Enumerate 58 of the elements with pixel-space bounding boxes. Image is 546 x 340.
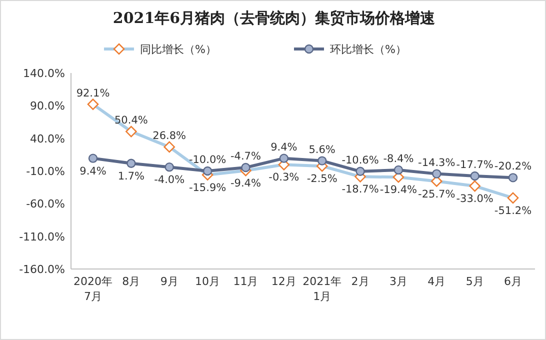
data-label: -0.3% [268,172,300,184]
data-label: -25.7% [418,188,456,200]
point [241,162,250,172]
x-tick-label: 2020年 7月 [74,275,112,303]
point [356,166,365,176]
point [432,169,442,178]
data-label: 1.7% [118,170,145,182]
x-tick-label: 5月 [466,275,484,288]
point [470,171,480,181]
y-tick-label: -160.0% [19,263,65,276]
point [508,173,518,182]
x-tick-label: 4月 [428,275,446,288]
x-tick-label: 6月 [504,275,522,288]
point [88,154,98,163]
data-label: -17.7% [456,159,494,172]
data-label: 92.1% [76,87,110,100]
y-tick-label: 90.0% [30,100,65,113]
data-label: -51.2% [494,204,532,217]
x-tick-label: 2021年 1月 [302,275,342,303]
point [126,158,136,168]
x-tick-label: 2月 [351,275,370,288]
legend-label: 环比增长（%） [330,43,406,56]
point [164,162,174,172]
y-tick-label: 140.0% [23,67,65,80]
data-label: -20.2% [494,160,532,173]
point [202,166,212,176]
data-label: -18.7% [342,184,379,196]
data-label: 26.8% [152,130,186,142]
data-label: 9.4% [80,165,106,178]
data-label: -33.0% [456,193,494,206]
data-label: 5.6% [308,144,336,156]
data-label: -15.9% [188,182,226,194]
data-label: -4.0% [154,174,185,186]
data-label: -4.7% [230,150,261,163]
data-label: -10.6% [342,154,379,166]
data-label: -19.4% [380,184,418,196]
point [279,154,289,163]
data-label: -9.4% [230,178,261,190]
x-tick-label: 9月 [160,275,178,288]
data-label: -2.5% [306,173,338,186]
chart-title: 2021年6月猪肉（去骨统肉）集贸市场价格增速 [112,9,436,27]
y-tick-label: 40.0% [30,132,65,146]
legend-label: 同比增长（%） [140,43,216,56]
data-label: -10.0% [188,154,226,166]
y-tick-label: -10.0% [26,165,65,178]
x-tick-label: 11月 [233,275,258,288]
x-tick-label: 10月 [195,275,220,288]
x-tick-label: 3月 [389,275,408,288]
data-label: 50.4% [114,114,148,127]
data-label: -8.4% [383,152,414,165]
x-tick-label: 8月 [122,275,140,288]
data-label: 9.4% [270,141,298,154]
point [317,156,327,166]
x-tick-label: 12月 [271,275,296,288]
y-tick-label: -60.0% [26,198,65,211]
point [394,165,404,175]
data-label: -14.3% [418,156,456,169]
y-tick-label: -110.0% [19,230,65,244]
